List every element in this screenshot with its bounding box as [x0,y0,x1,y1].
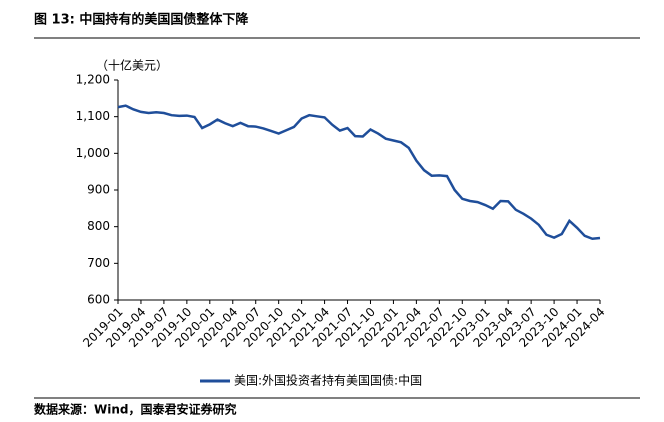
source: 数据来源：Wind，国泰君安证券研究 [34,402,236,417]
y-tick-label: 1,200 [76,73,110,87]
y-tick-label: 800 [87,219,110,233]
chart-title: 图 13: 中国持有的美国国债整体下降 [34,12,249,28]
y-tick-label: 900 [87,183,110,197]
unit-label: （十亿美元） [96,58,168,73]
series-line [117,104,601,241]
legend-label: 美国:外国投资者持有美国国债:中国 [234,373,422,388]
y-tick-label: 600 [87,293,110,307]
y-tick-label: 1,100 [76,109,110,123]
y-tick-label: 700 [87,256,110,270]
y-tick-label: 1,000 [76,146,110,160]
